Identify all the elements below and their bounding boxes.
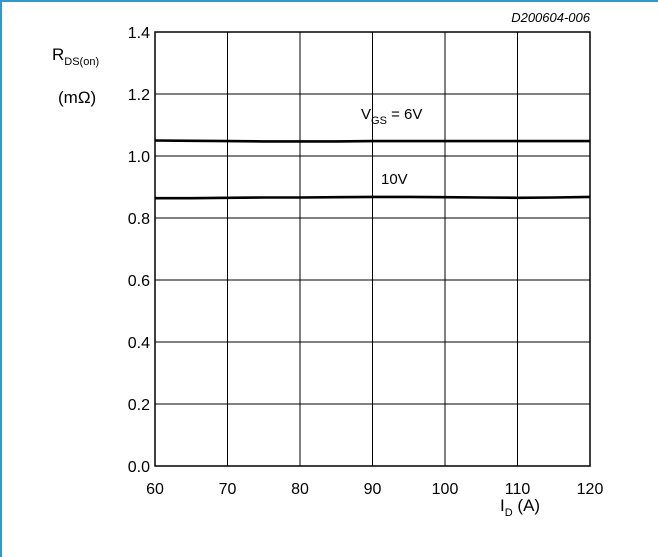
x-tick-label: 70	[219, 481, 237, 498]
y-tick-label: 0.4	[128, 335, 150, 352]
y-tick-label: 0.8	[128, 211, 150, 228]
y-tick-label: 0.6	[128, 273, 150, 290]
series-line-vgs-10v	[155, 195, 591, 200]
y-tick-label: 1.2	[128, 87, 150, 104]
y-tick-label: 0.0	[128, 459, 150, 476]
y-tick-label: 1.0	[128, 149, 150, 166]
y-axis-unit: (mΩ)	[58, 88, 96, 107]
x-axis-title: ID (A)	[500, 496, 540, 519]
grid-lines	[154, 31, 591, 467]
x-tick-label: 80	[291, 481, 309, 498]
series-label-vgs-6v: VGS = 6V	[361, 106, 422, 127]
x-tick-label: 110	[505, 481, 531, 498]
x-tick-label: 100	[432, 481, 459, 498]
series-label-10v: 10V	[381, 171, 408, 188]
y-tick-label: 0.2	[128, 397, 150, 414]
document-id: D200604-006	[511, 10, 591, 25]
x-tick-labels: 60 70 80 90 100 110 120	[146, 481, 603, 498]
x-tick-label: 120	[577, 481, 604, 498]
series-line-vgs-6v	[154, 139, 590, 143]
y-axis-title: RDS(on)	[52, 45, 99, 68]
series-group	[154, 139, 591, 200]
y-tick-label: 1.4	[128, 25, 150, 42]
plot-area-border	[154, 31, 591, 467]
x-tick-label: 60	[146, 481, 164, 498]
x-tick-label: 90	[364, 481, 382, 498]
y-tick-labels: 0.0 0.2 0.4 0.6 0.8 1.0 1.2 1.4	[128, 25, 150, 476]
